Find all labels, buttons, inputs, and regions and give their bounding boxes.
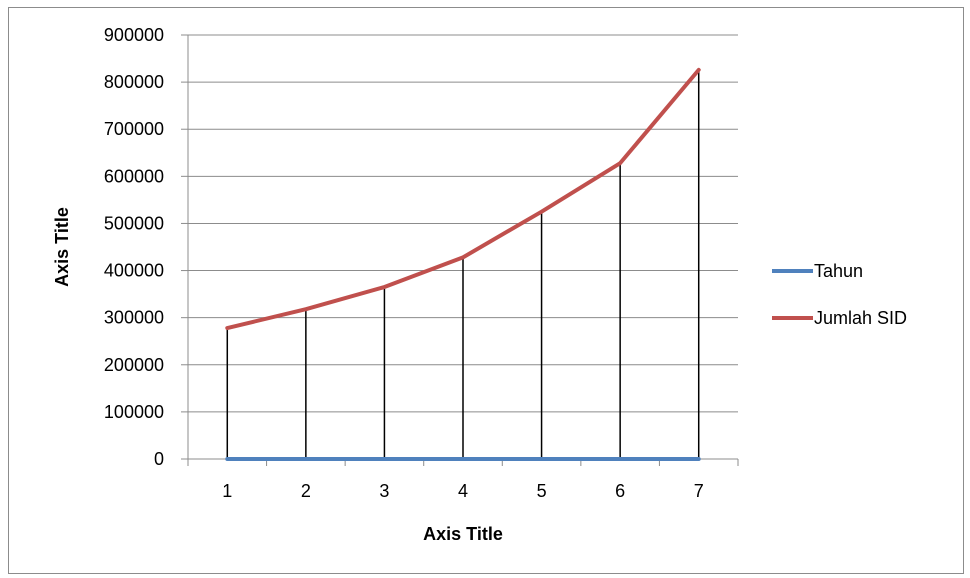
- chart-frame: [8, 7, 964, 574]
- y-tick-label: 0: [154, 449, 164, 469]
- y-tick-label: 200000: [104, 355, 164, 375]
- drop-lines: [226, 69, 700, 459]
- x-tick-label: 7: [694, 481, 704, 501]
- x-tick-label: 2: [301, 481, 311, 501]
- y-tick-label: 900000: [104, 25, 164, 45]
- y-axis-title: Axis Title: [52, 207, 72, 287]
- y-tick-label: 400000: [104, 261, 164, 281]
- y-tick-label: 600000: [104, 166, 164, 186]
- legend-label: Jumlah SID: [814, 308, 907, 328]
- x-tick-label: 4: [458, 481, 468, 501]
- y-tick-label: 800000: [104, 72, 164, 92]
- x-tick-label: 3: [379, 481, 389, 501]
- x-axis-title: Axis Title: [423, 524, 503, 544]
- series-line: [225, 67, 701, 331]
- x-tick-label: 6: [615, 481, 625, 501]
- y-tick-label: 500000: [104, 213, 164, 233]
- x-tick-label: 1: [222, 481, 232, 501]
- y-tick-label: 700000: [104, 119, 164, 139]
- x-axis-ticks: 1 2 3 4 5 6 7: [187, 459, 739, 501]
- series-layer: [225, 67, 701, 461]
- y-tick-label: 300000: [104, 308, 164, 328]
- legend-label: Tahun: [814, 261, 863, 281]
- y-tick-label: 100000: [104, 402, 164, 422]
- x-tick-label: 5: [537, 481, 547, 501]
- legend: Tahun Jumlah SID: [772, 261, 907, 328]
- y-axis-ticks: 0 100000 200000 300000 400000 500000 600000 700…: [104, 25, 188, 469]
